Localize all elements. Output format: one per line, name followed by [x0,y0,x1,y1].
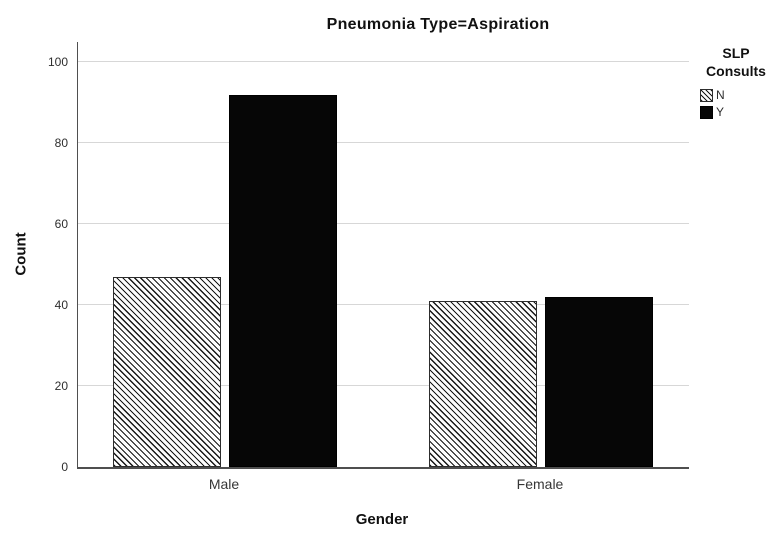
y-tick-label: 40 [54,298,68,313]
gridline-80 [78,142,689,144]
gridline-20 [78,385,689,387]
y-tick-label: 20 [54,379,68,394]
y-axis-title: Count [12,232,30,276]
legend-entry-label: N [716,88,725,102]
gridline-100 [78,61,689,63]
chart-title: Pneumonia Type=Aspiration [326,16,550,33]
legend-swatch-n-icon [700,89,713,102]
legend-entry-n: N [700,89,782,102]
gridline-60 [78,223,689,225]
y-tick-label: 100 [47,55,68,70]
bar-female-n [429,301,537,467]
gridline-40 [78,304,689,306]
plot-area [77,42,689,469]
x-category-label-male: Male [208,476,240,492]
y-tick-label: 80 [54,136,68,151]
x-category-label-female: Female [516,476,564,492]
y-tick-label: 60 [54,217,68,232]
legend-entry-y: Y [700,106,782,119]
x-axis-title: Gender [355,511,409,528]
legend-swatch-y-icon [700,106,713,119]
legend-title: SLP Consults [706,45,766,79]
legend-entry-label: Y [716,105,725,119]
bar-male-y [229,94,337,467]
bar-female-y [545,297,653,467]
bar-male-n [113,276,221,467]
y-tick-label: 0 [61,460,68,474]
